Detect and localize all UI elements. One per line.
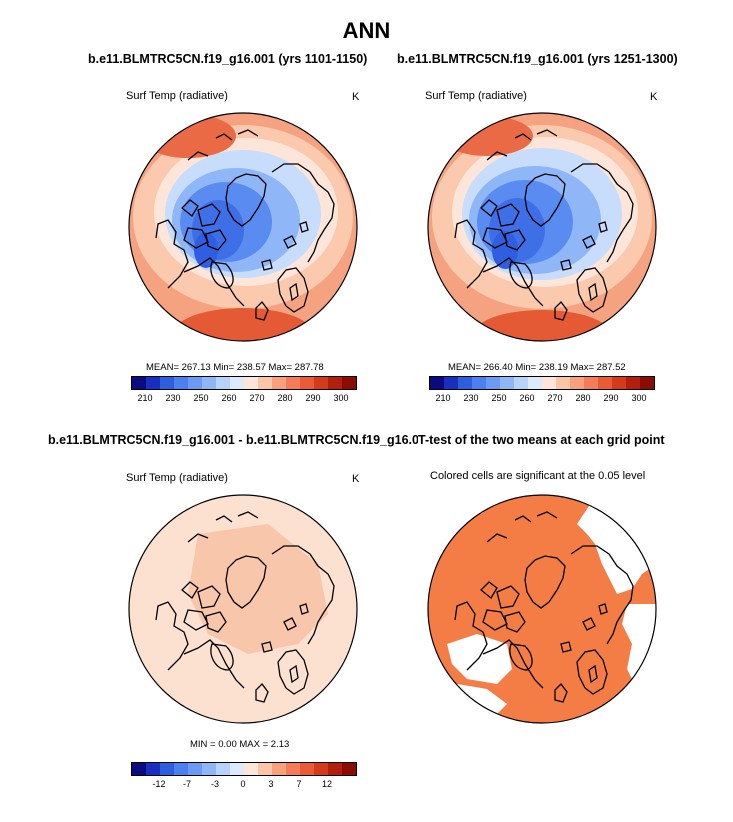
panel1-variable: Surf Temp (radiative)	[126, 90, 228, 102]
colorbar-tick-label: 7	[296, 779, 302, 789]
colorbar-swatch	[640, 377, 654, 389]
colorbar-swatch	[188, 763, 202, 775]
colorbar-swatch	[314, 377, 328, 389]
colorbar-swatch	[132, 377, 146, 389]
colorbar-tick-label: 230	[165, 393, 181, 403]
colorbar-tick-label: 12	[321, 779, 333, 789]
colorbar-swatch	[458, 377, 472, 389]
colorbar-swatch	[202, 763, 216, 775]
colorbar-swatch	[188, 377, 202, 389]
colorbar-tick-label: 290	[603, 393, 619, 403]
colorbar-tick-label: -7	[182, 779, 192, 789]
colorbar-swatch	[272, 763, 286, 775]
panel2-stats: MEAN= 266.40 Min= 238.19 Max= 287.52	[448, 362, 626, 373]
colorbar-swatch	[160, 763, 174, 775]
colorbar-tick-label: 210	[435, 393, 451, 403]
colorbar-swatch	[146, 763, 160, 775]
panel3-units: K	[352, 473, 360, 485]
colorbar-swatch	[272, 377, 286, 389]
colorbar-swatch	[626, 377, 640, 389]
panel2-variable: Surf Temp (radiative)	[425, 90, 527, 102]
panel3-variable: Surf Temp (radiative)	[126, 472, 228, 484]
colorbar-swatch	[244, 377, 258, 389]
panel2-colorbar	[429, 376, 655, 390]
colorbar-tick-label: 280	[575, 393, 591, 403]
colorbar-tick-label: 300	[631, 393, 647, 403]
panel2-map	[427, 112, 657, 342]
colorbar-tick-label: 270	[547, 393, 563, 403]
colorbar-swatch	[244, 763, 258, 775]
panel1-title: b.e11.BLMTRC5CN.f19_g16.001 (yrs 1101-11…	[88, 52, 368, 66]
panel1-colorbar-ticks: 210 230 250 260 270 280 290 300	[131, 393, 355, 405]
panel1-colorbar	[131, 376, 357, 390]
colorbar-swatch	[258, 763, 272, 775]
colorbar-swatch	[160, 377, 174, 389]
colorbar-tick-label: 0	[240, 779, 246, 789]
colorbar-swatch	[328, 763, 342, 775]
panel4-subtitle: Colored cells are significant at the 0.0…	[430, 470, 646, 482]
colorbar-swatch	[300, 763, 314, 775]
colorbar-swatch	[444, 377, 458, 389]
panel2-colorbar-ticks: 210 230 250 260 270 280 290 300	[429, 393, 653, 405]
colorbar-swatch	[132, 763, 146, 775]
colorbar-swatch	[216, 763, 230, 775]
colorbar-swatch	[174, 763, 188, 775]
colorbar-swatch	[570, 377, 584, 389]
colorbar-tick-label: -3	[210, 779, 220, 789]
panel4-title: T-test of the two means at each grid poi…	[418, 433, 665, 447]
colorbar-swatch	[342, 377, 356, 389]
colorbar-swatch	[174, 377, 188, 389]
colorbar-swatch	[514, 377, 528, 389]
panel2-units: K	[650, 91, 658, 103]
colorbar-tick-label: 210	[137, 393, 153, 403]
colorbar-tick-label: 3	[268, 779, 274, 789]
colorbar-swatch	[500, 377, 514, 389]
colorbar-swatch	[612, 377, 626, 389]
panel3-map	[128, 494, 358, 724]
colorbar-swatch	[314, 763, 328, 775]
colorbar-tick-label: 290	[305, 393, 321, 403]
colorbar-swatch	[146, 377, 160, 389]
panel1-units: K	[352, 91, 360, 103]
colorbar-swatch	[528, 377, 542, 389]
colorbar-tick-label: 300	[333, 393, 349, 403]
colorbar-swatch	[430, 377, 444, 389]
colorbar-swatch	[230, 377, 244, 389]
panel3-title: b.e11.BLMTRC5CN.f19_g16.001 - b.e11.BLMT…	[48, 433, 418, 447]
panel1-map	[128, 112, 358, 342]
colorbar-swatch	[286, 377, 300, 389]
colorbar-swatch	[342, 763, 356, 775]
colorbar-swatch	[258, 377, 272, 389]
colorbar-swatch	[486, 377, 500, 389]
colorbar-tick-label: -12	[152, 779, 166, 789]
figure-title: ANN	[342, 18, 391, 43]
panel1-stats: MEAN= 267.13 Min= 238.57 Max= 287.78	[146, 362, 324, 373]
colorbar-tick-label: 270	[249, 393, 265, 403]
colorbar-swatch	[300, 377, 314, 389]
colorbar-tick-label: 260	[221, 393, 237, 403]
colorbar-swatch	[598, 377, 612, 389]
colorbar-tick-label: 230	[463, 393, 479, 403]
colorbar-swatch	[216, 377, 230, 389]
colorbar-swatch	[328, 377, 342, 389]
colorbar-swatch	[230, 763, 244, 775]
colorbar-swatch	[584, 377, 598, 389]
colorbar-tick-label: 280	[277, 393, 293, 403]
colorbar-swatch	[556, 377, 570, 389]
colorbar-tick-label: 250	[193, 393, 209, 403]
colorbar-swatch	[202, 377, 216, 389]
panel3-colorbar	[131, 762, 357, 776]
colorbar-swatch	[472, 377, 486, 389]
colorbar-swatch	[286, 763, 300, 775]
panel2-title: b.e11.BLMTRC5CN.f19_g16.001 (yrs 1251-13…	[397, 52, 678, 66]
colorbar-tick-label: 260	[519, 393, 535, 403]
panel3-stats: MIN = 0.00 MAX = 2.13	[190, 739, 290, 750]
panel4-map	[427, 494, 657, 724]
panel3-colorbar-ticks: -12 -7 -3 0 3 7 12	[131, 779, 355, 791]
colorbar-tick-label: 250	[491, 393, 507, 403]
colorbar-swatch	[542, 377, 556, 389]
